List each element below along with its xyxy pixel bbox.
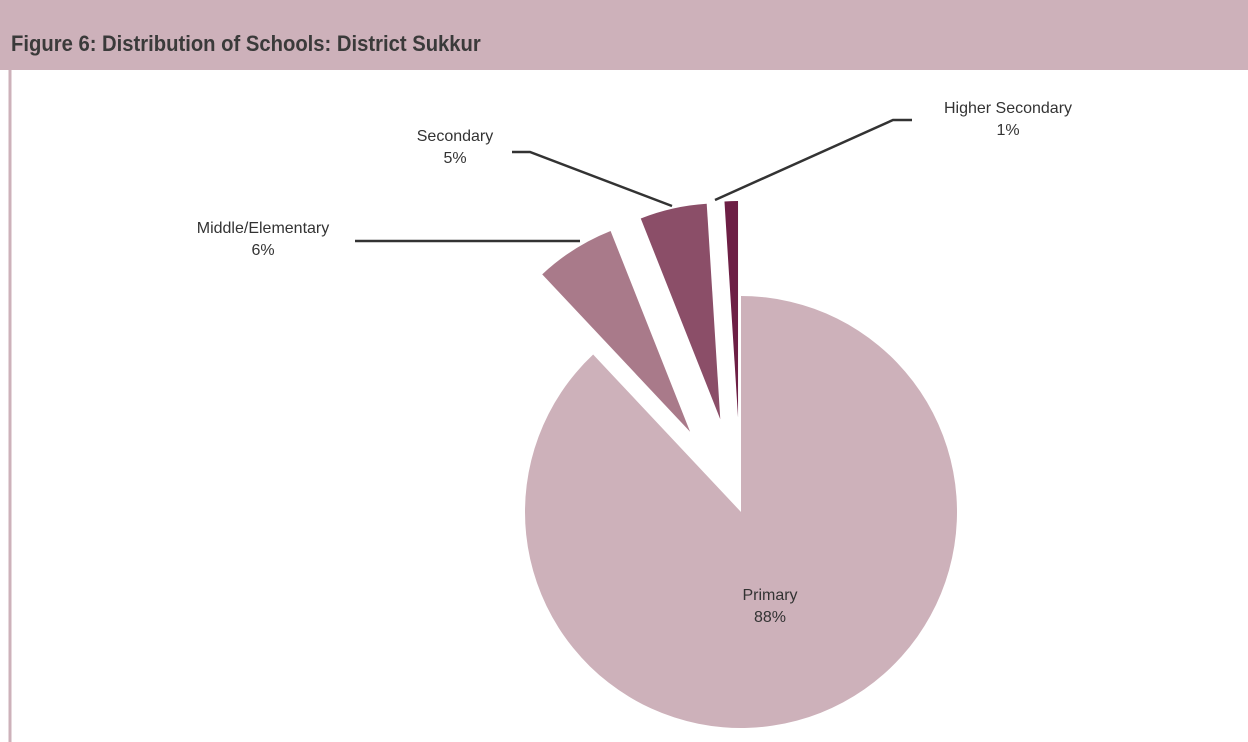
pie-slice — [542, 230, 691, 432]
slice-label: Middle/Elementary — [197, 220, 330, 237]
slice-value-label: 5% — [443, 150, 466, 167]
leader-line — [512, 150, 673, 208]
slice-label: Secondary — [417, 128, 494, 145]
chart-title: Figure 6: Distribution of Schools: Distr… — [11, 32, 481, 56]
slice-label: Higher Secondary — [944, 100, 1072, 117]
slice-value-label: 1% — [996, 122, 1019, 139]
pie-slice — [640, 203, 721, 420]
header-band — [0, 0, 1248, 70]
slice-value-label: 6% — [251, 242, 274, 259]
pie-slice — [724, 201, 739, 418]
leader-line — [714, 118, 912, 202]
slice-label: Primary — [742, 587, 797, 604]
slice-value-label: 88% — [754, 609, 786, 626]
pie-slice — [524, 296, 958, 728]
